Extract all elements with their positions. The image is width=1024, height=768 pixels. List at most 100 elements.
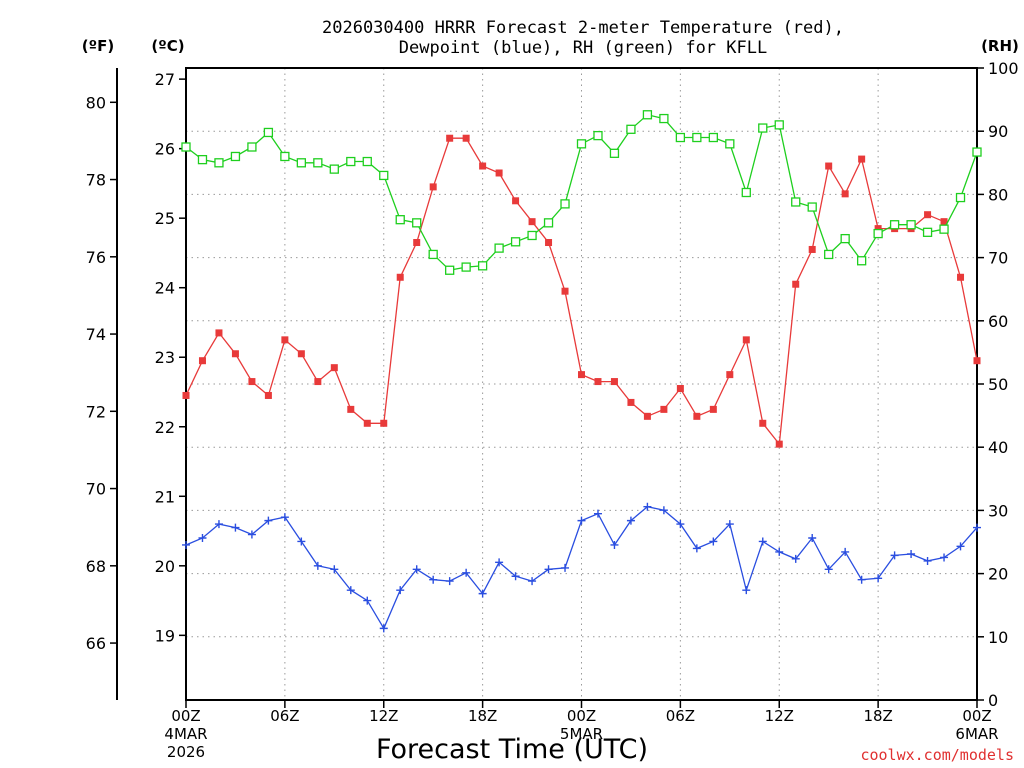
x-tick-label: 12Z: [765, 707, 794, 725]
rh-point: [840, 233, 850, 244]
temperature-point: [594, 378, 602, 386]
rh-tick-label: 50: [988, 375, 1008, 394]
rh-unit-label: (RH): [981, 37, 1019, 55]
dewpoint-point: [973, 523, 981, 532]
temperature-point: [330, 364, 338, 372]
credit-text: coolwx.com/models: [860, 746, 1014, 764]
temperature-point: [709, 405, 717, 413]
temperature-point: [643, 412, 651, 420]
rh-tick-label: 70: [988, 249, 1008, 268]
rh-point: [642, 110, 653, 120]
x-tick-label: 00Z: [962, 707, 991, 725]
rh-point: [939, 224, 949, 234]
dewpoint-point: [231, 523, 240, 532]
temperature-point: [874, 225, 882, 233]
temperature-point: [264, 391, 272, 399]
temperature-point: [841, 190, 849, 198]
temperature-point: [825, 162, 833, 170]
rh-point: [774, 120, 784, 130]
rh-point: [445, 265, 455, 275]
rh-point: [692, 132, 702, 143]
dewpoint-point: [495, 558, 504, 567]
rh-point: [972, 147, 982, 157]
temperature-point: [363, 419, 371, 427]
dewpoint-point: [346, 586, 355, 595]
dewpoint-point: [775, 547, 784, 556]
rh-tick-label: 20: [988, 565, 1008, 584]
rh-point: [346, 156, 356, 167]
rh-point: [560, 199, 570, 209]
dewpoint-point: [478, 589, 487, 598]
dewpoint-point: [659, 506, 668, 515]
temperature-point: [940, 218, 948, 226]
temperature-point: [792, 280, 800, 288]
dewpoint-point: [610, 540, 619, 549]
rh-point: [428, 249, 438, 260]
fahrenheit-tick-label: 66: [86, 634, 106, 653]
rh-tick-label: 60: [988, 312, 1008, 331]
dewpoint-point: [379, 624, 388, 633]
fahrenheit-tick-label: 72: [86, 402, 106, 421]
celsius-tick-label: 19: [155, 626, 175, 645]
celsius-tick-label: 22: [155, 418, 175, 437]
dewpoint-point: [676, 520, 685, 529]
dewpoint-point: [758, 537, 767, 546]
temperature-point: [973, 357, 981, 365]
dewpoint-point: [511, 572, 520, 581]
rh-point: [758, 123, 768, 133]
celsius-tick-label: 27: [155, 70, 175, 89]
dewpoint-point: [725, 520, 734, 529]
temperature-point: [561, 287, 569, 295]
rh-point: [593, 130, 603, 141]
dewpoint-point: [643, 502, 652, 511]
temperature-point: [495, 169, 503, 177]
rh-point: [280, 151, 290, 162]
temperature-point: [759, 419, 767, 427]
dewpoint-point: [182, 540, 190, 549]
temperature-point: [347, 405, 355, 413]
rh-point: [395, 215, 405, 225]
temperature-point: [660, 405, 668, 413]
dewpoint-point: [297, 537, 306, 546]
rh-tick-label: 90: [988, 122, 1008, 141]
x-tick-label: 00Z: [171, 707, 200, 725]
temperature-series: [182, 134, 981, 448]
dewpoint-point: [280, 513, 289, 522]
dewpoint-point: [313, 561, 322, 570]
rh-point: [791, 197, 801, 207]
temperature-point: [380, 419, 388, 427]
dewpoint-point: [626, 516, 635, 525]
x-tick-label: 18Z: [468, 707, 497, 725]
rh-point: [230, 151, 241, 162]
rh-point: [477, 261, 488, 271]
x-tick-label: 18Z: [863, 707, 892, 725]
x-tick-date: 6MAR: [955, 725, 998, 743]
dewpoint-point: [214, 520, 223, 529]
celsius-tick-label: 21: [155, 487, 175, 506]
rh-point: [494, 243, 504, 253]
rh-point: [329, 164, 339, 174]
dewpoint-point: [363, 596, 372, 605]
rh-line: [185, 114, 978, 271]
x-tick-date: 5MAR: [560, 725, 603, 743]
rh-point: [247, 142, 257, 152]
rh-point: [807, 202, 817, 212]
rh-point: [741, 187, 751, 198]
dewpoint-point: [841, 547, 850, 556]
dewpoint-series: [182, 502, 981, 633]
temperature-point: [726, 371, 734, 379]
celsius-tick-label: 20: [155, 557, 175, 576]
dewpoint-point: [577, 516, 586, 525]
rh-point: [510, 237, 521, 247]
rh-point: [873, 228, 883, 239]
rh-point: [214, 158, 224, 168]
temperature-point: [182, 391, 190, 399]
dewpoint-point: [874, 574, 883, 583]
dewpoint-point: [956, 542, 965, 551]
temperature-point: [281, 336, 289, 344]
rh-tick-label: 0: [988, 691, 998, 710]
x-tick-label: 12Z: [369, 707, 398, 725]
dewpoint-point: [445, 577, 454, 586]
rh-point: [609, 148, 620, 158]
